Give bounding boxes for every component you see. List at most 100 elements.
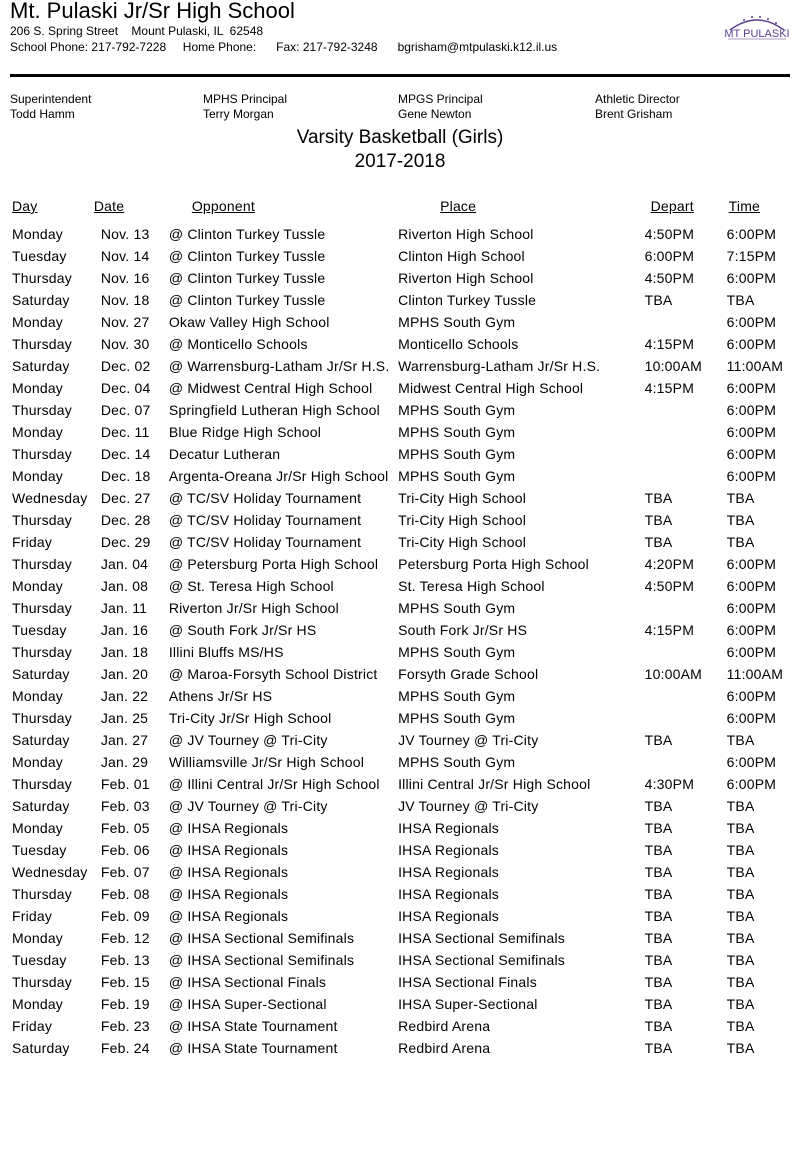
cell-depart: TBA <box>644 930 673 946</box>
cell-date: Dec. 07 <box>100 402 151 418</box>
cell-date: Dec. 27 <box>100 490 151 506</box>
cell-depart: 4:20PM <box>644 556 695 572</box>
cell-opponent: @ IHSA State Tournament <box>168 1040 338 1056</box>
cell-date: Dec. 28 <box>100 512 151 528</box>
cell-time: TBA <box>726 996 755 1012</box>
table-row: Saturday Feb. 03 @ JV Tourney @ Tri-City JV… <box>12 796 800 818</box>
cell-date: Feb. 06 <box>100 842 150 858</box>
cell-opponent: Argenta-Oreana Jr/Sr High School <box>168 468 389 484</box>
cell-opponent: @ Monticello Schools <box>168 336 308 352</box>
cell-depart: 10:00AM <box>644 358 703 374</box>
cell-time: TBA <box>726 1018 755 1034</box>
cell-date: Feb. 19 <box>100 996 150 1012</box>
school-name: Mt. Pulaski Jr/Sr High School <box>10 0 295 23</box>
cell-date: Dec. 04 <box>100 380 151 396</box>
table-row: Monday Feb. 19 @ IHSA Super-Sectional IHSA … <box>12 994 800 1016</box>
cell-depart: TBA <box>644 996 673 1012</box>
cell-opponent: @ IHSA Regionals <box>168 886 289 902</box>
staff-name: Gene Newton <box>398 107 472 121</box>
cell-time: 6:00PM <box>726 776 777 792</box>
cell-place: IHSA Regionals <box>398 820 499 836</box>
table-row: Monday Feb. 12 @ IHSA Sectional Semifinals… <box>12 928 800 950</box>
cell-opponent: Blue Ridge High School <box>168 424 322 440</box>
document-title: Varsity Basketball (Girls) 2017-2018 <box>0 126 800 174</box>
table-row: Tuesday Feb. 06 @ IHSA Regionals IHSA Regio… <box>12 840 800 862</box>
cell-place: MPHS South Gym <box>398 644 516 660</box>
cell-time: 7:15PM <box>726 248 777 264</box>
cell-time: 6:00PM <box>726 314 777 330</box>
cell-day: Thursday <box>12 644 72 660</box>
table-row: Monday Jan. 22 Athens Jr/Sr HS MPHS South G… <box>12 686 800 708</box>
cell-day: Monday <box>12 820 64 836</box>
cell-depart: TBA <box>644 1040 673 1056</box>
cell-opponent: @ Clinton Turkey Tussle <box>168 226 326 242</box>
cell-depart: 10:00AM <box>644 666 703 682</box>
cell-depart: 4:50PM <box>644 578 695 594</box>
cell-depart: TBA <box>644 732 673 748</box>
cell-depart <box>645 400 727 422</box>
cell-day: Thursday <box>12 402 72 418</box>
staff-name: Terry Morgan <box>203 107 274 121</box>
cell-opponent: Springfield Lutheran High School <box>168 402 380 418</box>
cell-date: Jan. 20 <box>100 666 149 682</box>
table-row: Saturday Nov. 18 @ Clinton Turkey Tussle Cl… <box>12 290 800 312</box>
cell-place: Warrensburg-Latham Jr/Sr H.S. <box>398 358 601 374</box>
table-row: Wednesday Feb. 07 @ IHSA Regionals IHSA Reg… <box>12 862 800 884</box>
cell-time: 6:00PM <box>726 336 777 352</box>
cell-date: Nov. 27 <box>100 314 150 330</box>
cell-time: 6:00PM <box>726 754 777 770</box>
table-row: Thursday Dec. 28 @ TC/SV Holiday Tournamen… <box>12 510 800 532</box>
cell-place: Petersburg Porta High School <box>398 556 589 572</box>
cell-date: Dec. 02 <box>100 358 151 374</box>
table-row: Monday Jan. 08 @ St. Teresa High School St.… <box>12 576 800 598</box>
cell-place: South Fork Jr/Sr HS <box>398 622 528 638</box>
cell-place: St. Teresa High School <box>398 578 545 594</box>
cell-date: Nov. 13 <box>100 226 150 242</box>
staff-athletic-director: Athletic Director Brent Grisham <box>595 92 680 122</box>
cell-depart: 6:00PM <box>644 248 695 264</box>
cell-depart: TBA <box>644 864 673 880</box>
col-depart: Depart <box>650 198 694 214</box>
cell-place: IHSA Sectional Semifinals <box>398 930 565 946</box>
season: 2017-2018 <box>354 151 446 172</box>
cell-day: Thursday <box>12 446 72 462</box>
cell-date: Nov. 18 <box>100 292 150 308</box>
table-row: Tuesday Nov. 14 @ Clinton Turkey Tussle Cli… <box>12 246 800 268</box>
cell-date: Jan. 11 <box>100 600 148 616</box>
cell-depart: TBA <box>644 842 673 858</box>
cell-place: Midwest Central High School <box>398 380 584 396</box>
cell-opponent: @ IHSA Regionals <box>168 842 289 858</box>
cell-opponent: @ IHSA Regionals <box>168 864 289 880</box>
cell-place: Redbird Arena <box>398 1040 491 1056</box>
table-row: Tuesday Feb. 13 @ IHSA Sectional Semifinal… <box>12 950 800 972</box>
table-row: Thursday Dec. 07 Springfield Lutheran High… <box>12 400 800 422</box>
cell-day: Saturday <box>12 666 70 682</box>
cell-depart: TBA <box>644 952 673 968</box>
cell-place: Riverton High School <box>398 226 534 242</box>
cell-date: Nov. 16 <box>100 270 150 286</box>
cell-time: 6:00PM <box>726 402 777 418</box>
cell-time: 11:00AM <box>726 666 784 682</box>
cell-place: Riverton High School <box>398 270 534 286</box>
cell-day: Monday <box>12 578 64 594</box>
cell-depart: 4:50PM <box>644 226 695 242</box>
cell-time: 6:00PM <box>726 710 777 726</box>
cell-depart: 4:15PM <box>644 380 695 396</box>
cell-depart: 4:30PM <box>644 776 695 792</box>
cell-date: Dec. 11 <box>100 424 150 440</box>
cell-place: MPHS South Gym <box>398 754 516 770</box>
cell-place: MPHS South Gym <box>398 468 516 484</box>
table-row: Saturday Jan. 20 @ Maroa-Forsyth School Di… <box>12 664 800 686</box>
school-logo: MT PULASKI <box>724 16 790 40</box>
table-row: Thursday Nov. 30 @ Monticello Schools Monti… <box>12 334 800 356</box>
col-day: Day <box>12 198 38 214</box>
staff-name: Brent Grisham <box>595 107 673 121</box>
cell-opponent: @ Maroa-Forsyth School District <box>168 666 378 682</box>
cell-day: Thursday <box>12 512 72 528</box>
table-row: Monday Dec. 18 Argenta-Oreana Jr/Sr High S… <box>12 466 800 488</box>
cell-opponent: @ IHSA Sectional Semifinals <box>168 952 355 968</box>
header-divider <box>10 74 790 77</box>
staff-mpgs-principal: MPGS Principal Gene Newton <box>398 92 483 122</box>
cell-time: 6:00PM <box>726 688 777 704</box>
cell-time: 6:00PM <box>726 556 777 572</box>
